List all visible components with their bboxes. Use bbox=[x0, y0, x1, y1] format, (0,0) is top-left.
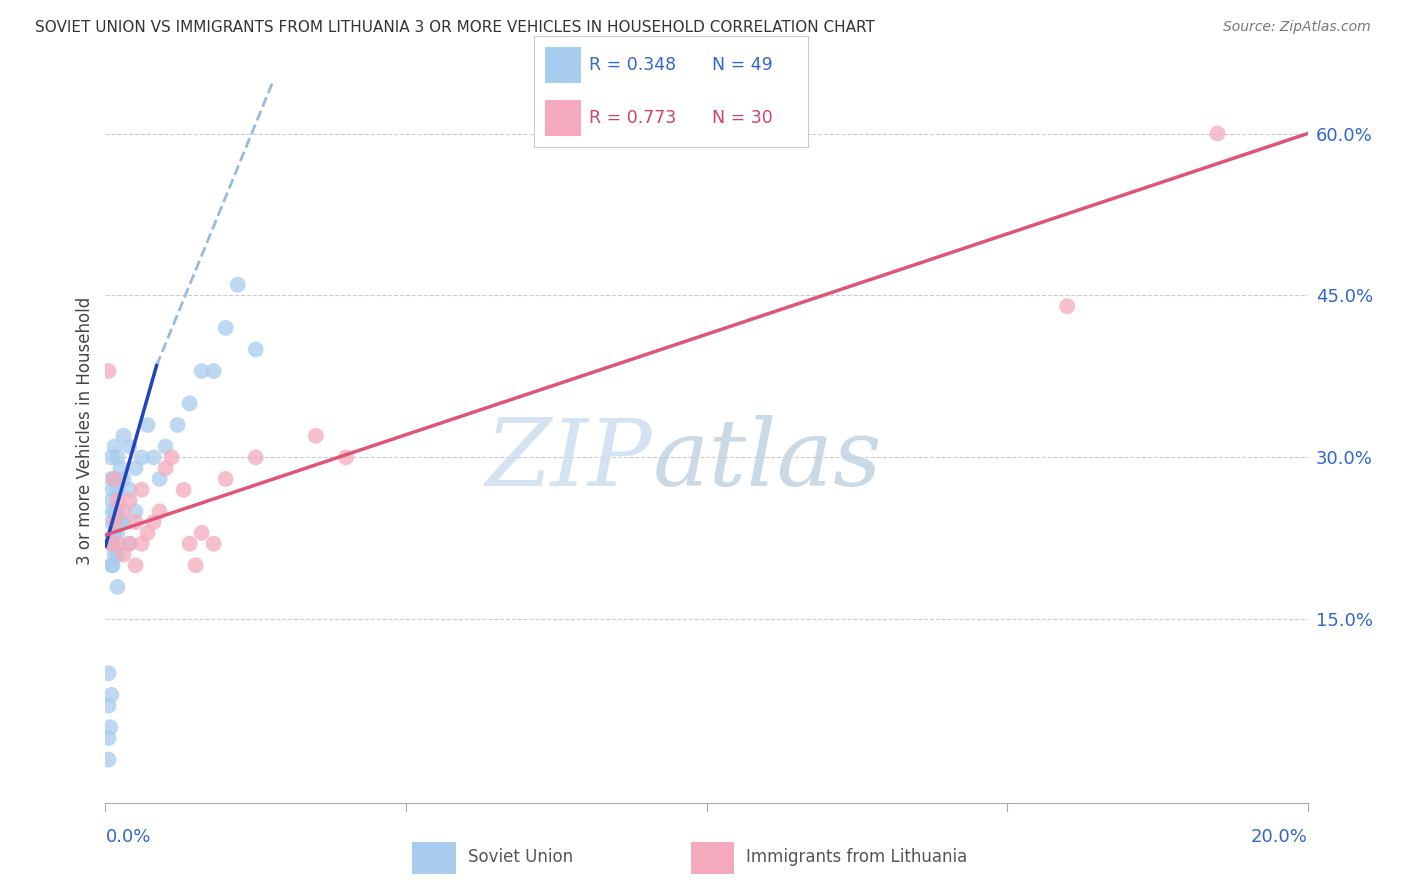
Point bbox=[107, 525, 129, 540]
Point bbox=[107, 450, 129, 465]
Point bbox=[148, 504, 170, 518]
Bar bbox=[546, 101, 581, 136]
Point bbox=[112, 548, 135, 562]
Point bbox=[118, 537, 141, 551]
Point bbox=[107, 537, 129, 551]
Point bbox=[103, 472, 125, 486]
Point bbox=[136, 417, 159, 432]
Point bbox=[97, 698, 120, 713]
Point bbox=[245, 450, 267, 465]
Point bbox=[101, 504, 124, 518]
Point bbox=[100, 472, 122, 486]
Point bbox=[202, 364, 225, 378]
Text: 0.0%: 0.0% bbox=[105, 828, 150, 846]
Text: N = 49: N = 49 bbox=[713, 55, 773, 74]
Point bbox=[214, 321, 236, 335]
Point bbox=[103, 472, 125, 486]
Point bbox=[103, 515, 125, 529]
Point bbox=[190, 525, 212, 540]
Text: R = 0.773: R = 0.773 bbox=[589, 109, 676, 128]
Point bbox=[142, 450, 165, 465]
Point bbox=[335, 450, 357, 465]
Point bbox=[118, 483, 141, 497]
Point bbox=[101, 483, 124, 497]
Point bbox=[112, 515, 135, 529]
Point bbox=[100, 537, 122, 551]
Point bbox=[101, 558, 124, 573]
Point bbox=[245, 343, 267, 357]
Point bbox=[124, 461, 146, 475]
Point bbox=[160, 450, 183, 465]
Point bbox=[100, 450, 122, 465]
Text: atlas: atlas bbox=[652, 415, 882, 505]
Point bbox=[110, 461, 132, 475]
Bar bbox=[546, 47, 581, 83]
Point bbox=[97, 731, 120, 745]
Point bbox=[179, 537, 201, 551]
Text: SOVIET UNION VS IMMIGRANTS FROM LITHUANIA 3 OR MORE VEHICLES IN HOUSEHOLD CORREL: SOVIET UNION VS IMMIGRANTS FROM LITHUANI… bbox=[35, 20, 875, 35]
Point bbox=[305, 429, 328, 443]
Text: N = 30: N = 30 bbox=[713, 109, 773, 128]
Y-axis label: 3 or more Vehicles in Household: 3 or more Vehicles in Household bbox=[76, 296, 94, 565]
Point bbox=[107, 483, 129, 497]
Point bbox=[142, 515, 165, 529]
Point bbox=[103, 440, 125, 454]
Point bbox=[110, 515, 132, 529]
Bar bbox=[690, 842, 734, 874]
Point bbox=[173, 483, 195, 497]
Point bbox=[1206, 127, 1229, 141]
Point bbox=[226, 277, 249, 292]
Bar bbox=[412, 842, 456, 874]
Point bbox=[131, 450, 153, 465]
Point bbox=[131, 537, 153, 551]
Point bbox=[100, 515, 122, 529]
Text: 20.0%: 20.0% bbox=[1251, 828, 1308, 846]
Point bbox=[112, 472, 135, 486]
Point bbox=[103, 525, 125, 540]
Point bbox=[97, 666, 120, 681]
Point bbox=[155, 440, 177, 454]
Point bbox=[107, 504, 129, 518]
Point bbox=[112, 429, 135, 443]
Point bbox=[103, 548, 125, 562]
Point bbox=[112, 504, 135, 518]
Text: R = 0.348: R = 0.348 bbox=[589, 55, 676, 74]
Point bbox=[124, 558, 146, 573]
Point bbox=[118, 440, 141, 454]
Point bbox=[136, 525, 159, 540]
Point bbox=[97, 753, 120, 767]
Point bbox=[124, 515, 146, 529]
Text: ZIP: ZIP bbox=[486, 415, 652, 505]
Point bbox=[190, 364, 212, 378]
Point bbox=[118, 493, 141, 508]
Point bbox=[202, 537, 225, 551]
Point bbox=[107, 493, 129, 508]
Point bbox=[101, 537, 124, 551]
Point bbox=[179, 396, 201, 410]
Point bbox=[97, 364, 120, 378]
Point bbox=[124, 504, 146, 518]
Point bbox=[107, 548, 129, 562]
Point bbox=[1056, 299, 1078, 313]
Point bbox=[166, 417, 188, 432]
Point bbox=[184, 558, 207, 573]
Point bbox=[148, 472, 170, 486]
Point bbox=[100, 558, 122, 573]
Point bbox=[98, 720, 121, 734]
Text: Immigrants from Lithuania: Immigrants from Lithuania bbox=[747, 847, 967, 866]
Point bbox=[100, 493, 122, 508]
Point bbox=[107, 580, 129, 594]
Point bbox=[103, 504, 125, 518]
Point bbox=[131, 483, 153, 497]
Point bbox=[100, 688, 122, 702]
Text: Source: ZipAtlas.com: Source: ZipAtlas.com bbox=[1223, 20, 1371, 34]
Text: Soviet Union: Soviet Union bbox=[468, 847, 574, 866]
Point bbox=[214, 472, 236, 486]
Point bbox=[118, 537, 141, 551]
Point bbox=[100, 537, 122, 551]
Point bbox=[155, 461, 177, 475]
